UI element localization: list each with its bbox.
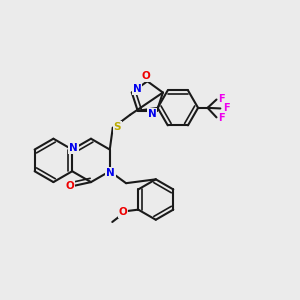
Text: O: O (142, 71, 150, 81)
Text: F: F (223, 103, 230, 113)
Text: O: O (66, 181, 75, 191)
Text: O: O (118, 207, 127, 217)
Text: F: F (218, 113, 225, 123)
Text: N: N (106, 168, 115, 178)
Text: N: N (69, 143, 78, 153)
Text: N: N (133, 84, 142, 94)
Text: F: F (218, 94, 225, 104)
Text: S: S (113, 122, 121, 132)
Text: N: N (148, 109, 157, 119)
